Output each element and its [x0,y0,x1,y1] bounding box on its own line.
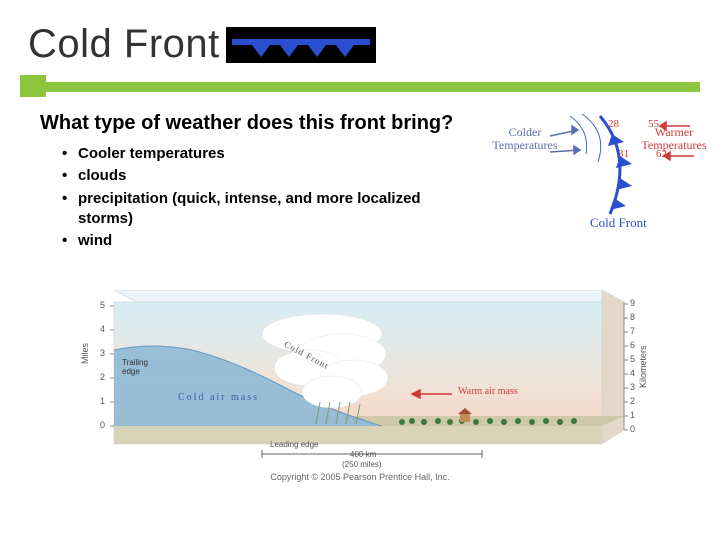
colder-label: Colder Temperatures [490,126,560,152]
temp-value: 55 [648,118,659,130]
right-axis-label: Kilometers [638,345,648,388]
right-tick: 0 [630,424,635,434]
left-tick: 4 [100,324,105,334]
question-heading: What type of weather does this front bri… [40,112,453,135]
left-tick: 0 [100,420,105,430]
temp-value: 31 [618,148,629,160]
right-tick: 6 [630,340,635,350]
right-tick: 5 [630,354,635,364]
temp-value: 28 [608,118,619,130]
right-tick: 2 [630,396,635,406]
cold-mass-label: Cold air mass [178,392,259,403]
map-diagram: Colder Temperatures Warmer Temperatures … [490,112,700,242]
title-text: Cold Front [28,22,220,67]
temp-value: 62 [656,148,667,160]
right-tick: 3 [630,382,635,392]
left-tick: 3 [100,348,105,358]
right-tick: 7 [630,326,635,336]
bullet-item: precipitation (quick, intense, and more … [62,189,472,230]
trailing-edge-label: Trailing edge [122,358,148,376]
front-label: Cold Front [590,216,647,230]
scale-mi: (250 miles) [342,460,382,469]
title-row: Cold Front [28,22,376,67]
accent-bar [20,82,700,92]
left-axis-label: Miles [80,343,90,364]
right-tick: 8 [630,312,635,322]
warmer-label: Warmer Temperatures [634,126,714,152]
bullet-item: Cooler temperatures [62,144,472,164]
warm-mass-label: Warm air mass [458,386,518,397]
left-tick: 2 [100,372,105,382]
slide: Cold Front What type of weather does thi… [0,0,720,540]
cross-section-diagram: 5 4 3 2 1 0 Miles 9 8 7 6 5 4 3 2 1 0 Ki… [82,290,638,520]
leading-edge-label: Leading edge [270,440,319,449]
right-tick: 4 [630,368,635,378]
cold-front-symbol-icon [226,27,376,63]
right-tick: 9 [630,298,635,308]
bullet-item: wind [62,231,472,251]
right-tick: 1 [630,410,635,420]
left-tick: 5 [100,300,105,310]
bullet-item: clouds [62,166,472,186]
cross-section-svg [82,290,638,476]
copyright-text: Copyright © 2005 Pearson Prentice Hall, … [82,472,638,482]
left-tick: 1 [100,396,105,406]
scale-km: 400 km [350,450,376,459]
bullet-list: Cooler temperatures clouds precipitation… [62,144,472,253]
